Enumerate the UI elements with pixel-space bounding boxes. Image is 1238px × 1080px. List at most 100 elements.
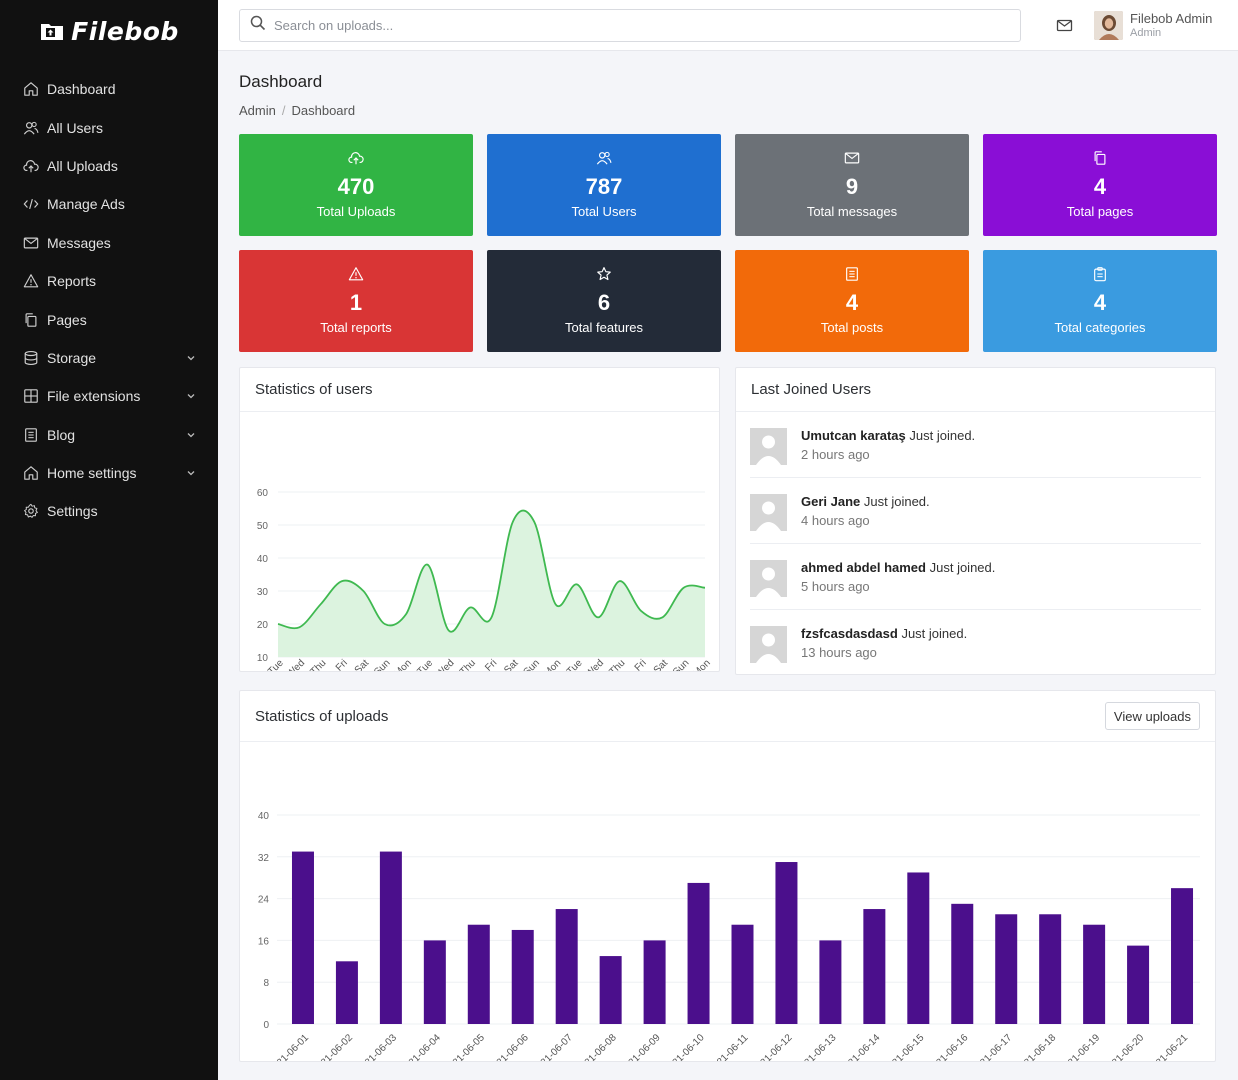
stat-card-total-messages[interactable]: 9 Total messages [735,134,969,236]
user-name[interactable]: Umutcan karataş [801,428,906,443]
bar[interactable] [291,851,314,1024]
sidebar-item-manage-ads[interactable]: Manage Ads [0,185,218,223]
x-tick-label: Fri [633,658,649,671]
x-tick-label: Sun [671,658,691,671]
x-tick-label: 2021-06-17 [970,1032,1014,1061]
copy-icon [22,311,40,329]
stat-card-total-users[interactable]: 787 Total Users [487,134,721,236]
list-item[interactable]: Umutcan karataş Just joined. 2 hours ago [750,412,1201,478]
bar[interactable] [819,940,842,1024]
user-name[interactable]: fzsfcasdasdasd [801,626,898,641]
sidebar-item-reports[interactable]: Reports [0,262,218,300]
logo[interactable]: Filebob [0,0,218,62]
stat-value: 4 [1093,174,1107,199]
breadcrumb-separator: / [281,103,286,118]
stat-card-total-uploads[interactable]: 470 Total Uploads [239,134,473,236]
sidebar-item-label: Storage [47,349,97,366]
users-icon [487,150,721,166]
joined-users-list: Umutcan karataş Just joined. 2 hours ago G… [736,412,1215,676]
bar[interactable] [951,903,974,1024]
bar[interactable] [511,929,534,1024]
sidebar-item-home-settings[interactable]: Home settings [0,454,218,492]
mail-icon [22,234,40,252]
bar[interactable] [467,924,490,1024]
user-avatar-icon [750,428,787,465]
stat-label: Total features [564,320,644,335]
grid-icon [22,387,40,405]
sidebar-item-blog[interactable]: Blog [0,416,218,454]
sidebar-item-file-extensions[interactable]: File extensions [0,377,218,415]
user-name[interactable]: ahmed abdel hamed [801,560,926,575]
bar[interactable] [423,940,446,1024]
bar[interactable] [775,862,798,1024]
stat-card-total-categories[interactable]: 4 Total categories [983,250,1217,352]
x-tick-label: Wed [285,658,307,671]
home-icon [22,464,40,482]
page-title: Dashboard [239,72,323,91]
x-tick-label: 2021-06-08 [575,1032,619,1061]
x-tick-label: 2021-06-12 [751,1032,795,1061]
stat-card-total-posts[interactable]: 4 Total posts [735,250,969,352]
last-joined-panel: Last Joined Users Umutcan karataş Just j… [735,367,1216,675]
user-avatar-icon [750,626,787,663]
sidebar-nav: Dashboard All Users All Uploads Manage Ads M… [0,70,218,531]
user-name[interactable]: Filebob Admin [1130,11,1213,26]
x-tick-label: 2021-06-19 [1058,1032,1102,1061]
stat-card-total-reports[interactable]: 1 Total reports [239,250,473,352]
mail-icon [735,150,969,166]
search-box[interactable] [239,9,1021,42]
sidebar-item-messages[interactable]: Messages [0,224,218,262]
mail-icon[interactable] [1056,17,1073,34]
search-icon [250,15,266,36]
bar[interactable] [379,851,402,1024]
view-uploads-button[interactable]: View uploads [1104,702,1200,730]
x-tick-label: 2021-06-03 [355,1032,399,1061]
sidebar-item-settings[interactable]: Settings [0,492,218,530]
bar[interactable] [731,924,754,1024]
stat-card-total-features[interactable]: 6 Total features [487,250,721,352]
sidebar-item-pages[interactable]: Pages [0,300,218,338]
chevron-down-icon [186,391,196,401]
bar[interactable] [907,872,930,1024]
bar[interactable] [1171,888,1194,1024]
stat-value: 1 [349,290,363,315]
topbar: Filebob Admin Admin [218,0,1238,51]
bar[interactable] [1083,924,1106,1024]
sidebar-item-storage[interactable]: Storage [0,339,218,377]
stat-value: 787 [585,174,623,199]
sidebar-item-all-users[interactable]: All Users [0,108,218,146]
panel-header: Statistics of uploads View uploads [240,691,1215,742]
sidebar-item-dashboard[interactable]: Dashboard [0,70,218,108]
stat-label: Total pages [1066,204,1134,219]
search-input[interactable] [274,18,974,33]
stat-card-total-pages[interactable]: 4 Total pages [983,134,1217,236]
list-item[interactable]: fzsfcasdasdasd Just joined. 13 hours ago [750,610,1201,676]
x-tick-label: Mon [542,658,564,671]
bar[interactable] [599,956,622,1024]
list-item[interactable]: ahmed abdel hamed Just joined. 5 hours ag… [750,544,1201,610]
stat-value: 470 [337,174,375,199]
x-tick-label: 2021-06-15 [882,1032,926,1061]
stat-label: Total Users [571,204,637,219]
bar[interactable] [555,909,578,1024]
avatar[interactable] [1094,11,1123,40]
uploads-bar-chart: 0 8 16 24 32 40 2021-06-01 2021-06-02 2021-06-03… [258,811,1200,1076]
bar[interactable] [643,940,666,1024]
bar[interactable] [687,882,710,1024]
bar[interactable] [1127,945,1150,1024]
user-name[interactable]: Geri Jane [801,494,861,509]
x-tick-label: Tue [565,657,585,671]
list-item[interactable]: Geri Jane Just joined. 4 hours ago [750,478,1201,544]
sidebar-item-label: All Users [47,119,104,136]
user-action: Just joined. [909,428,976,443]
bar[interactable] [1039,914,1062,1024]
sidebar-item-all-uploads[interactable]: All Uploads [0,147,218,185]
x-tick-label: 2021-06-01 [267,1032,311,1061]
warning-icon [239,266,473,282]
bar[interactable] [863,909,886,1024]
bar[interactable] [335,961,358,1024]
bar[interactable] [995,914,1018,1024]
logo-text: Filebob [71,16,179,46]
breadcrumb-item[interactable]: Admin [239,103,276,118]
